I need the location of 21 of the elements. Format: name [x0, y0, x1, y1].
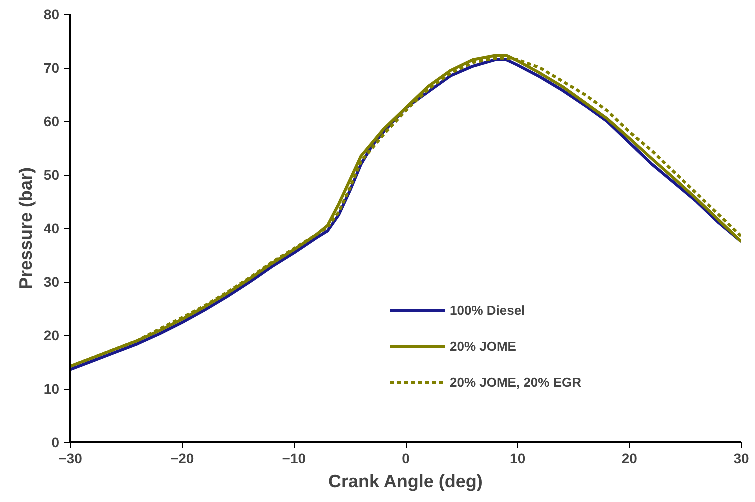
y-tick-label: 30 [44, 274, 60, 290]
legend-label: 20% JOME [450, 338, 516, 354]
y-tick-label: 20 [44, 328, 60, 344]
x-tick-label: −30 [58, 450, 83, 466]
x-tick-label: 10 [510, 450, 526, 466]
legend-label: 20% JOME, 20% EGR [450, 374, 582, 390]
y-tick-label: 50 [44, 167, 60, 183]
x-tick-label: −10 [282, 450, 306, 466]
y-tick-label: 80 [44, 6, 60, 22]
y-tick-label: 40 [44, 220, 60, 236]
legend-label: 100% Diesel [450, 302, 526, 318]
x-axis-title: Crank Angle (deg) [328, 472, 483, 492]
y-tick-label: 70 [44, 60, 60, 76]
y-axis-title: Pressure (bar) [16, 167, 36, 290]
y-tick-label: 10 [44, 381, 60, 397]
x-tick-label: 30 [734, 450, 750, 466]
y-tick-label: 0 [52, 434, 60, 450]
x-tick-label: 0 [402, 450, 410, 466]
x-tick-label: 20 [622, 450, 638, 466]
x-tick-label: −20 [170, 450, 194, 466]
y-tick-label: 60 [44, 114, 60, 130]
